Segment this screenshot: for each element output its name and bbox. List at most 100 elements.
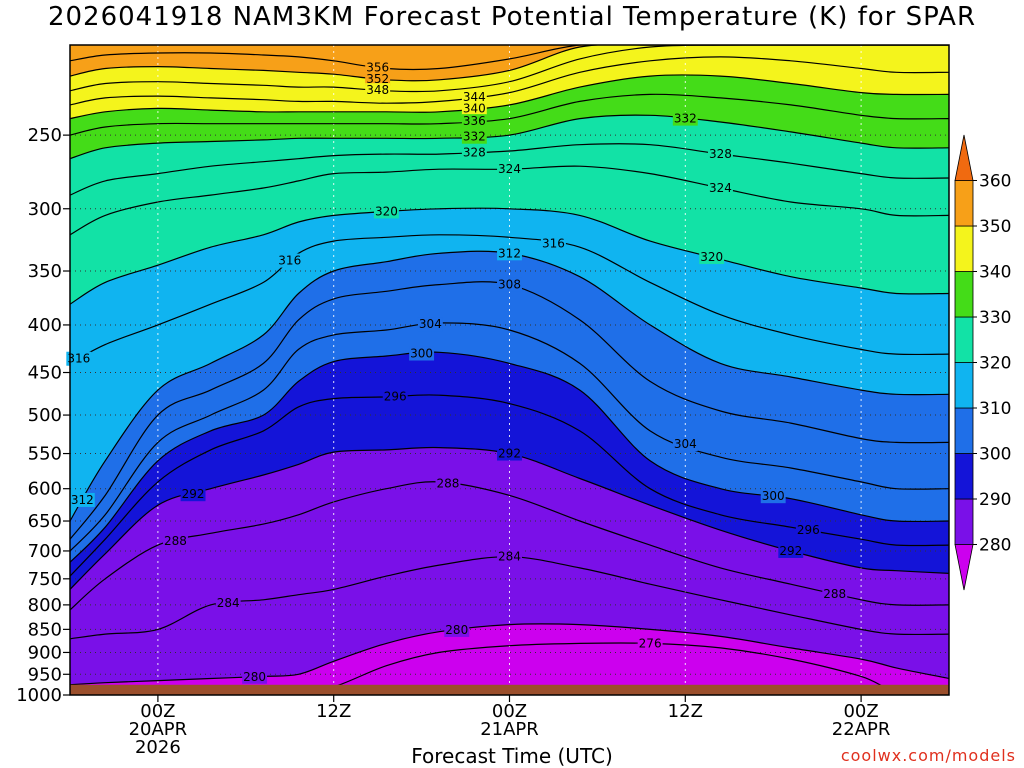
contour-label: 324 — [498, 162, 521, 176]
colorbar-segment — [954, 225, 974, 272]
contour-line-336 — [70, 93, 949, 136]
contour-label-bg — [795, 523, 821, 538]
contour-label: 340 — [463, 101, 486, 115]
colorbar-label: 300 — [979, 445, 1011, 465]
contour-label: 296 — [797, 523, 820, 537]
contour-label: 276 — [639, 636, 662, 650]
colorbar-segment — [954, 453, 974, 500]
y-tick-label: 250 — [28, 125, 62, 146]
y-tick-label: 750 — [28, 569, 62, 590]
contour-label: 316 — [542, 237, 565, 251]
contour-line-328 — [70, 143, 949, 196]
contour-label: 296 — [384, 390, 407, 404]
contour-line-352 — [70, 45, 949, 82]
contour-label: 284 — [217, 596, 240, 610]
colorbar-segment — [954, 316, 974, 363]
y-tick-label: 550 — [28, 444, 62, 465]
colorbar-label: 310 — [979, 399, 1011, 419]
contour-label-bg — [822, 586, 848, 601]
contour-label: 332 — [674, 112, 697, 126]
contour-label: 336 — [463, 114, 486, 128]
y-tick-label: 650 — [28, 511, 62, 532]
contour-line-320 — [70, 207, 949, 305]
contour-line-332 — [70, 114, 949, 160]
contour-label-bg — [708, 181, 733, 196]
contour-label-bg — [69, 492, 95, 507]
contour-line-344 — [70, 56, 949, 106]
ground-below-surface — [70, 684, 949, 695]
contour-line-300 — [70, 351, 949, 563]
contour-label-bg — [540, 236, 566, 251]
contour-label-bg — [699, 250, 725, 265]
contour-label: 284 — [498, 550, 521, 564]
contour-label: 328 — [709, 147, 732, 161]
colorbar-label: 340 — [979, 263, 1011, 283]
contour-label: 308 — [498, 278, 521, 292]
contour-label-bg — [672, 111, 698, 126]
colorbar-label: 350 — [979, 217, 1011, 237]
contour-label: 304 — [674, 437, 697, 451]
contour-label: 280 — [445, 623, 468, 637]
contour-label-bg — [382, 389, 408, 404]
y-tick-label: 850 — [28, 619, 62, 640]
y-tick-label: 450 — [28, 363, 62, 384]
contour-label-bg — [497, 277, 522, 292]
contour-label-bg — [637, 636, 663, 651]
contour-label: 332 — [463, 130, 486, 144]
contour-label-bg — [163, 534, 188, 549]
contour-label-bg — [497, 549, 522, 564]
colorbar-segment — [954, 271, 974, 318]
contour-label: 280 — [243, 670, 266, 684]
colorbar-label: 320 — [979, 354, 1011, 374]
x-tick-label: 21APR — [480, 719, 539, 740]
contour-label: 356 — [366, 60, 389, 74]
contour-line-312 — [70, 250, 949, 522]
colorbar-label: 330 — [979, 308, 1011, 328]
contour-label: 288 — [437, 477, 460, 491]
contour-label-bg — [180, 487, 206, 502]
contour-label-bg — [215, 596, 241, 611]
contour-label: 292 — [182, 487, 205, 501]
contour-line-340 — [70, 74, 949, 120]
contour-label-bg — [444, 622, 470, 637]
x-tick-label: 12Z — [316, 701, 351, 722]
contour-label: 312 — [498, 246, 521, 260]
contour-line-324 — [70, 165, 949, 236]
y-tick-label: 400 — [28, 315, 62, 336]
y-tick-label: 500 — [28, 405, 62, 426]
contour-label-bg — [497, 162, 522, 177]
colorbar-segment — [954, 407, 974, 454]
grid-lines — [70, 45, 949, 696]
x-tick-label: 2026 — [135, 737, 181, 758]
colorbar: 280 290 300 310 320 330 340 350 360 — [954, 134, 1011, 591]
contour-label: 316 — [278, 254, 301, 268]
y-tick-label: 950 — [28, 664, 62, 685]
contour-label: 320 — [375, 204, 398, 218]
contour-label: 292 — [498, 447, 521, 461]
y-tick-label: 900 — [28, 642, 62, 663]
contour-label: 324 — [709, 181, 732, 195]
contour-label-bg — [365, 60, 391, 75]
contour-label-bg — [760, 489, 786, 504]
colorbar-segment — [954, 362, 974, 409]
chart-title: 2026041918 NAM3KM Forecast Potential Tem… — [47, 2, 977, 32]
x-tick-label: 00Z — [492, 701, 527, 722]
colorbar-segment — [954, 180, 974, 227]
contour-label-bg — [497, 446, 522, 461]
contour-label: 352 — [366, 72, 389, 86]
contour-label: 288 — [823, 587, 846, 601]
x-tick-label: 22APR — [832, 719, 891, 740]
contour-line-348 — [70, 45, 949, 93]
contour-label: 348 — [366, 83, 389, 97]
site-credit: coolwx.com/models — [840, 746, 1016, 765]
contour-label: 300 — [410, 347, 433, 361]
contour-label: 344 — [463, 90, 486, 104]
contour-label: 288 — [164, 534, 187, 548]
contour-label-bg — [778, 543, 804, 558]
contour-label: 300 — [762, 489, 785, 503]
colorbar-segment — [954, 498, 974, 545]
y-tick-label: 1000 — [16, 685, 62, 706]
contour-label: 316 — [67, 352, 90, 366]
